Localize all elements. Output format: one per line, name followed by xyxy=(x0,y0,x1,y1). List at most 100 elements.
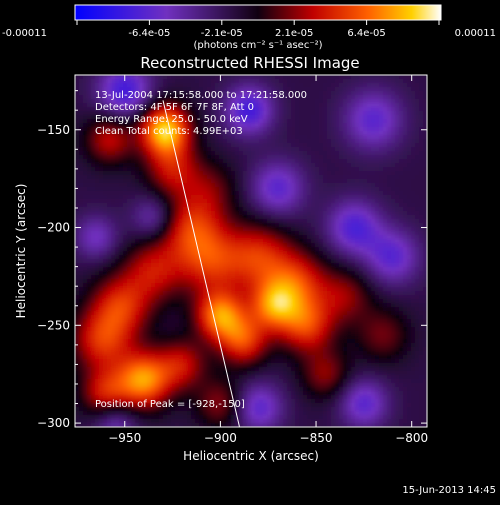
heatmap-cell xyxy=(175,251,180,256)
heatmap-cell xyxy=(123,219,128,224)
heatmap-cell xyxy=(419,251,424,256)
heatmap-cell xyxy=(263,263,268,268)
heatmap-cell xyxy=(99,195,104,200)
heatmap-cell xyxy=(255,279,260,284)
heatmap-cell xyxy=(375,263,380,268)
heatmap-cell xyxy=(351,183,356,188)
heatmap-cell xyxy=(395,191,400,196)
heatmap-cell xyxy=(351,155,356,160)
heatmap-cell xyxy=(279,119,284,124)
heatmap-cell xyxy=(199,151,204,156)
heatmap-cell xyxy=(323,131,328,136)
heatmap-cell xyxy=(287,215,292,220)
heatmap-cell xyxy=(259,167,264,172)
heatmap-cell xyxy=(343,251,348,256)
heatmap-cell xyxy=(387,167,392,172)
heatmap-cell xyxy=(399,143,404,148)
heatmap-cell xyxy=(379,207,384,212)
heatmap-cell xyxy=(127,263,132,268)
heatmap-cell xyxy=(251,191,256,196)
heatmap-cell xyxy=(243,155,248,160)
heatmap-cell xyxy=(187,171,192,176)
heatmap-cell xyxy=(415,119,420,124)
heatmap-cell xyxy=(351,91,356,96)
heatmap-cell xyxy=(315,147,320,152)
heatmap-cell xyxy=(127,223,132,228)
heatmap-cell xyxy=(335,159,340,164)
heatmap-cell xyxy=(135,263,140,268)
heatmap-cell xyxy=(307,203,312,208)
heatmap-cell xyxy=(415,175,420,180)
heatmap-cell xyxy=(399,163,404,168)
heatmap-cell xyxy=(311,291,316,296)
heatmap-cell xyxy=(251,187,256,192)
heatmap-cell xyxy=(347,263,352,268)
heatmap-cell xyxy=(383,159,388,164)
heatmap-cell xyxy=(163,227,168,232)
heatmap-cell xyxy=(307,195,312,200)
heatmap-cell xyxy=(391,239,396,244)
heatmap-cell xyxy=(75,75,80,80)
heatmap-cell xyxy=(363,135,368,140)
heatmap-cell xyxy=(419,131,424,136)
heatmap-cell xyxy=(111,179,116,184)
heatmap-cell xyxy=(255,195,260,200)
heatmap-cell xyxy=(267,203,272,208)
heatmap-cell xyxy=(275,151,280,156)
heatmap-cell xyxy=(147,279,152,284)
heatmap-cell xyxy=(271,231,276,236)
heatmap-cell xyxy=(123,267,128,272)
heatmap-cell xyxy=(119,171,124,176)
heatmap-cell xyxy=(379,283,384,288)
heatmap-cell xyxy=(299,215,304,220)
heatmap-cell xyxy=(79,283,84,288)
heatmap-cell xyxy=(147,199,152,204)
heatmap-cell xyxy=(271,275,276,280)
heatmap-cell xyxy=(371,131,376,136)
heatmap-cell xyxy=(95,223,100,228)
heatmap-cell xyxy=(155,171,160,176)
heatmap-cell xyxy=(319,195,324,200)
heatmap-cell xyxy=(271,239,276,244)
heatmap-cell xyxy=(99,139,104,144)
heatmap-cell xyxy=(367,267,372,272)
heatmap-cell xyxy=(187,227,192,232)
heatmap-cell xyxy=(271,107,276,112)
heatmap-cell xyxy=(115,159,120,164)
heatmap-cell xyxy=(183,175,188,180)
heatmap-cell xyxy=(387,179,392,184)
heatmap-cell xyxy=(411,231,416,236)
heatmap-cell xyxy=(263,295,268,300)
heatmap-cell xyxy=(91,147,96,152)
heatmap-cell xyxy=(283,131,288,136)
heatmap-cell xyxy=(171,299,176,304)
heatmap-cell xyxy=(195,295,200,300)
heatmap-cell xyxy=(251,295,256,300)
heatmap-cell xyxy=(111,283,116,288)
heatmap-cell xyxy=(243,75,248,80)
heatmap-cell xyxy=(155,191,160,196)
heatmap-cell xyxy=(207,263,212,268)
heatmap-cell xyxy=(135,175,140,180)
heatmap-cell xyxy=(403,239,408,244)
heatmap-cell xyxy=(259,159,264,164)
heatmap-cell xyxy=(263,147,268,152)
heatmap-cell xyxy=(411,255,416,260)
heatmap-cell xyxy=(199,179,204,184)
heatmap-cell xyxy=(271,287,276,292)
heatmap-cell xyxy=(83,95,88,100)
heatmap-cell xyxy=(107,251,112,256)
heatmap-cell xyxy=(407,107,412,112)
heatmap-cell xyxy=(299,255,304,260)
heatmap-cell xyxy=(191,287,196,292)
heatmap-cell xyxy=(291,155,296,160)
heatmap-cell xyxy=(299,251,304,256)
heatmap-cell xyxy=(187,243,192,248)
heatmap-cell xyxy=(367,187,372,192)
heatmap-cell xyxy=(219,251,224,256)
heatmap-cell xyxy=(399,191,404,196)
heatmap-cell xyxy=(147,227,152,232)
heatmap-cell xyxy=(419,123,424,128)
heatmap-cell xyxy=(271,79,276,84)
heatmap-cell xyxy=(267,179,272,184)
